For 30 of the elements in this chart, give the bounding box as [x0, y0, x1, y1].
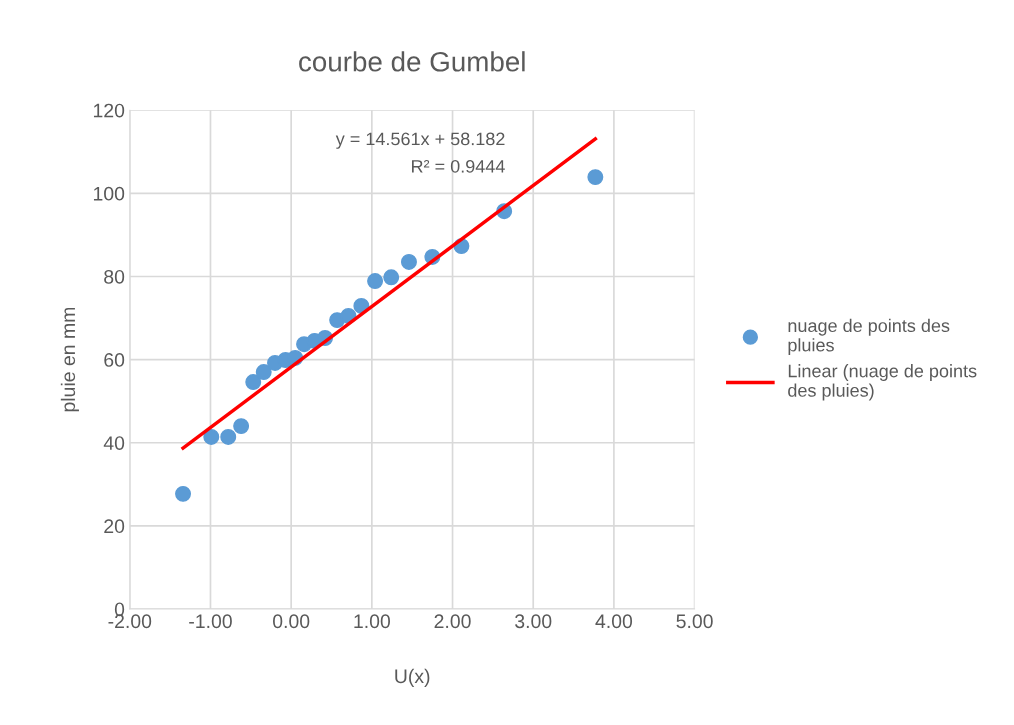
- x-axis-title: U(x): [395, 668, 430, 687]
- point: [233, 418, 250, 435]
- x-tick-label: 0.00: [273, 614, 310, 629]
- annotation: y = 14.561x + 58.182: [335, 132, 505, 149]
- legend-label: Linear (nuage de points des pluies): [788, 364, 977, 401]
- x-tick-label: 4.00: [595, 614, 633, 629]
- y-tick-label: 120: [93, 103, 125, 118]
- x-tick-label: 3.00: [515, 614, 552, 629]
- y-axis-title: pluie en mm: [60, 307, 79, 412]
- y-tick-label: 80: [104, 269, 125, 284]
- point: [367, 273, 384, 290]
- y-tick-label: 20: [104, 519, 125, 534]
- point: [383, 269, 400, 286]
- point: [220, 428, 237, 445]
- legend-label: nuage de points des pluies: [788, 318, 950, 356]
- chart-title: courbe de Gumbel: [299, 51, 525, 72]
- point: [400, 253, 417, 270]
- x-tick-label: 5.00: [676, 614, 713, 629]
- x-tick-label: 2.00: [434, 614, 471, 629]
- point: [245, 374, 262, 391]
- point: [175, 485, 192, 502]
- y-tick-label: 40: [103, 436, 125, 450]
- x-tick-label: -1.00: [189, 614, 232, 629]
- y-tick-label: 100: [93, 186, 125, 201]
- point: [203, 428, 220, 445]
- point: [255, 364, 272, 381]
- annotation: R² = 0.9444: [412, 159, 505, 173]
- y-tick-label: 60: [104, 353, 125, 367]
- point: [587, 169, 604, 186]
- x-tick-label: 1.00: [354, 614, 391, 629]
